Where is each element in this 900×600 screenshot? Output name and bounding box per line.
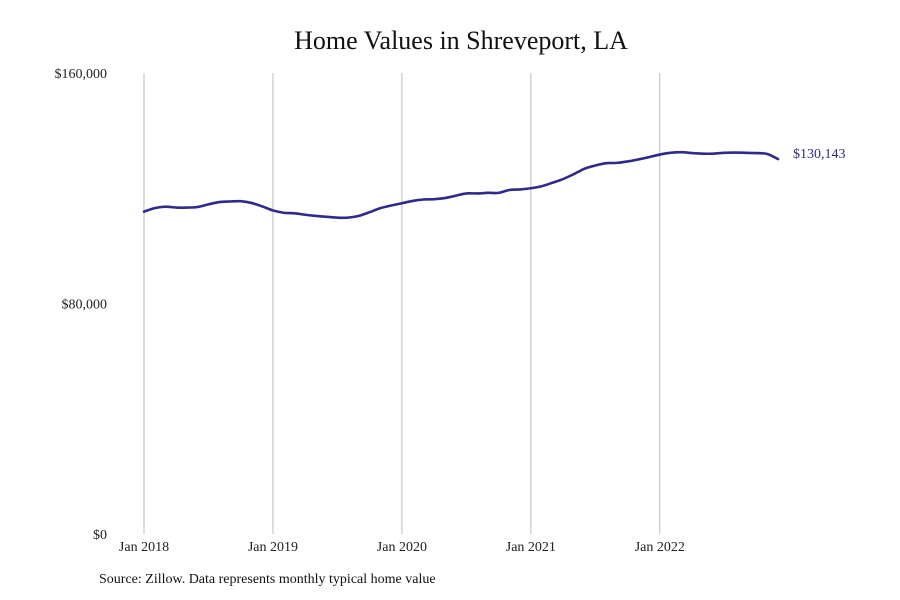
y-tick-label: $80,000 bbox=[62, 298, 108, 313]
source-note: Source: Zillow. Data represents monthly … bbox=[99, 572, 436, 587]
chart-title: Home Values in Shreveport, LA bbox=[294, 26, 628, 55]
y-tick-label: $160,000 bbox=[55, 67, 108, 82]
y-axis-ticks: $160,000 $80,000 $0 bbox=[55, 67, 108, 543]
x-tick-label: Jan 2022 bbox=[635, 540, 685, 555]
end-value-label: $130,143 bbox=[793, 147, 846, 162]
gridlines bbox=[143, 73, 661, 534]
y-tick-label: $0 bbox=[93, 528, 107, 543]
end-label-layer: $130,143 bbox=[793, 147, 846, 162]
x-axis-ticks: Jan 2018 Jan 2019 Jan 2020 Jan 2021 Jan 2022 bbox=[119, 540, 685, 555]
x-tick-label: Jan 2021 bbox=[506, 540, 556, 555]
x-tick-label: Jan 2019 bbox=[248, 540, 298, 555]
series-layer bbox=[142, 150, 780, 220]
series-line bbox=[142, 150, 780, 220]
x-tick-label: Jan 2018 bbox=[119, 540, 169, 555]
x-tick-label: Jan 2020 bbox=[377, 540, 427, 555]
